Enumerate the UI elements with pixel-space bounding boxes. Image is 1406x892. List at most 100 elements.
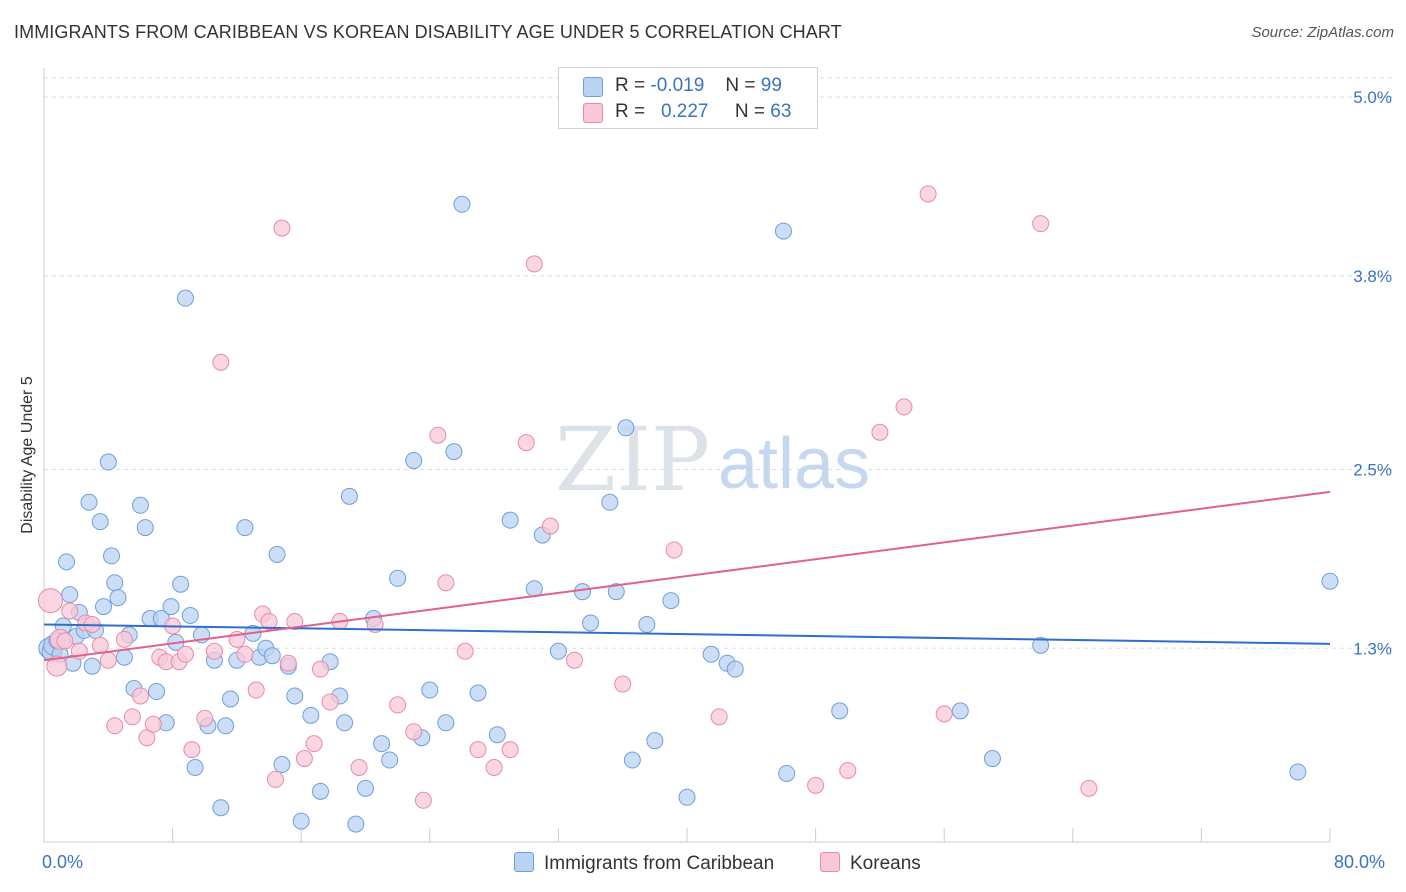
koreans-point — [429, 426, 447, 444]
koreans-point — [1080, 779, 1098, 797]
bottom-legend-caribbean: Immigrants from Caribbean — [514, 852, 774, 875]
koreans-point — [205, 642, 223, 660]
y-axis-title: Disability Age Under 5 — [19, 376, 36, 534]
caribbean-point — [501, 511, 519, 529]
koreans-point — [895, 398, 913, 416]
koreans-point — [212, 353, 230, 371]
koreans-point — [196, 709, 214, 727]
koreans-point — [456, 642, 474, 660]
koreans-point — [1032, 215, 1050, 233]
caribbean-point — [623, 751, 641, 769]
caribbean-point — [983, 750, 1001, 768]
koreans-point — [183, 741, 201, 759]
koreans-point — [501, 741, 519, 759]
koreans-point — [614, 675, 632, 693]
bottom-legend-label: Immigrants from Caribbean — [544, 853, 775, 874]
caribbean-point — [286, 687, 304, 705]
caribbean-point — [1289, 763, 1307, 781]
y-tick-labels: 1.3% 2.5% 3.8% 5.0% — [1353, 88, 1392, 658]
caribbean-point — [103, 547, 121, 565]
caribbean-point — [445, 443, 463, 461]
caribbean-point — [172, 575, 190, 593]
caribbean-point — [421, 681, 439, 699]
koreans-point — [247, 681, 265, 699]
watermark-atlas: atlas — [718, 424, 870, 504]
koreans-point — [260, 612, 278, 630]
koreans-point — [437, 574, 455, 592]
caribbean-point — [181, 607, 199, 625]
caribbean-point — [549, 642, 567, 660]
koreans-point — [37, 588, 63, 614]
caribbean-point — [268, 545, 286, 563]
trend-line-caribbean — [43, 623, 1331, 645]
caribbean-point — [58, 553, 76, 571]
caribbean-point — [381, 751, 399, 769]
koreans-point — [485, 759, 503, 776]
koreans-point — [273, 219, 291, 237]
koreans-point — [935, 705, 953, 723]
y-tick-label: 5.0% — [1353, 88, 1392, 107]
stats-legend: R = -0.019 N = 99 R = 0.227 N = 63 — [558, 67, 818, 129]
caribbean-point — [292, 812, 310, 830]
caribbean-point — [702, 645, 720, 663]
koreans-point — [279, 654, 297, 672]
caribbean-point — [662, 592, 680, 610]
legend-n-value: 63 — [770, 101, 792, 122]
caribbean-point — [617, 419, 635, 437]
legend-n-label: N = — [725, 75, 756, 96]
legend-n-value: 99 — [760, 75, 782, 96]
koreans-point — [710, 708, 728, 726]
caribbean-point — [99, 453, 117, 471]
caribbean-point — [488, 726, 506, 744]
legend-r-label: R = — [615, 101, 646, 122]
bottom-legend-swatch-pink — [820, 852, 840, 872]
y-tick-label: 1.3% — [1353, 639, 1392, 658]
koreans-point — [106, 717, 124, 735]
trend-line-koreans — [43, 490, 1331, 662]
koreans-point — [565, 651, 583, 669]
caribbean-point — [311, 782, 329, 800]
caribbean-point — [273, 756, 291, 774]
y-tick-label: 2.5% — [1353, 461, 1392, 480]
caribbean-point — [336, 714, 354, 732]
axes — [43, 68, 1331, 843]
caribbean-point — [83, 657, 101, 675]
koreans-point — [871, 423, 889, 441]
bottom-legend-koreans: Koreans — [820, 852, 921, 875]
legend-r-value: 0.227 — [660, 101, 709, 122]
koreans-point — [469, 741, 487, 759]
koreans-point — [123, 708, 141, 726]
legend-r-label: R = — [615, 75, 646, 96]
caribbean-point — [186, 759, 204, 776]
koreans-point — [525, 255, 543, 273]
caribbean-point — [263, 647, 281, 665]
caribbean-point — [638, 615, 656, 633]
koreans-point — [56, 632, 74, 650]
koreans-point — [665, 541, 683, 559]
koreans-point — [919, 185, 937, 203]
series-caribbean-points — [38, 195, 1339, 833]
caribbean-point — [302, 706, 320, 724]
caribbean-point — [131, 496, 149, 514]
caribbean-point — [778, 764, 796, 782]
caribbean-point — [469, 684, 487, 702]
caribbean-point — [601, 493, 619, 511]
koreans-point — [131, 687, 149, 705]
caribbean-point — [607, 583, 625, 601]
legend-swatch-pink — [583, 103, 603, 123]
koreans-point — [266, 770, 284, 788]
koreans-point — [46, 655, 68, 677]
koreans-point — [99, 651, 117, 669]
koreans-point — [414, 791, 432, 809]
koreans-point — [286, 612, 304, 630]
caribbean-point — [106, 574, 124, 592]
caribbean-point — [437, 714, 455, 732]
koreans-point — [517, 434, 535, 452]
caribbean-point — [774, 222, 792, 240]
caribbean-point — [91, 513, 109, 531]
caribbean-point — [61, 586, 79, 604]
legend-swatch-blue — [583, 77, 603, 97]
caribbean-point — [347, 815, 365, 833]
y-tick-label: 3.8% — [1353, 267, 1392, 286]
